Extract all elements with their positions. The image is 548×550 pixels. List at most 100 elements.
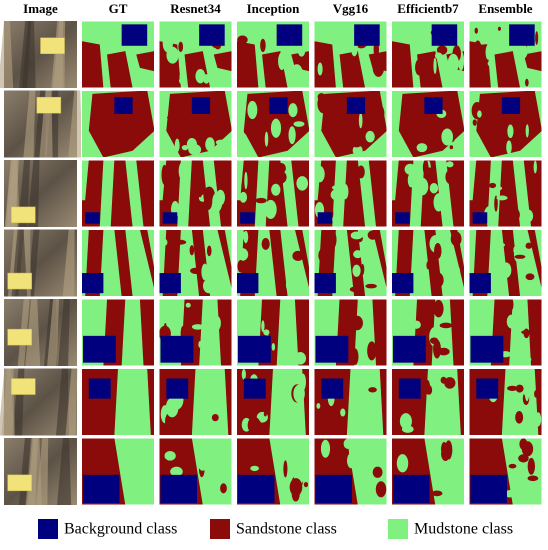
- mask-noise: [496, 195, 508, 201]
- cell-border: [81, 298, 155, 367]
- scale-card: [11, 206, 36, 224]
- grid-cell: [313, 90, 388, 158]
- mask-noise: [252, 60, 256, 75]
- mask-noise: [515, 410, 524, 424]
- mask-noise: [190, 267, 203, 275]
- grid-cell: [0, 368, 78, 436]
- mask-noise: [405, 120, 409, 141]
- mask-noise: [211, 413, 219, 422]
- mask-noise: [485, 44, 491, 60]
- mask-noise: [416, 177, 429, 196]
- mask-region: [139, 229, 155, 290]
- cell-border: [391, 159, 465, 228]
- grid-cell: [391, 90, 465, 158]
- mask-background-class: [315, 335, 349, 363]
- mask-noise: [535, 31, 539, 45]
- cell-border: [81, 437, 155, 506]
- mask-background-class: [398, 378, 421, 399]
- mask-noise: [472, 119, 477, 126]
- mask-region: [449, 229, 465, 290]
- mask-background-class: [392, 335, 426, 363]
- mask-noise: [370, 455, 378, 471]
- mask-noise: [474, 27, 478, 34]
- grid-cell: [81, 229, 155, 297]
- mask-noise: [316, 403, 321, 409]
- mask-region: [435, 160, 454, 227]
- mask-noise: [288, 103, 298, 118]
- legend-label: Sandstone class: [236, 521, 337, 538]
- mask-noise: [481, 118, 494, 136]
- cell-border: [313, 20, 388, 89]
- mask-noise: [191, 324, 204, 330]
- cell-border: [391, 229, 465, 297]
- mask-noise: [440, 376, 447, 384]
- mask-noise: [527, 457, 536, 475]
- mask-region: [346, 229, 366, 297]
- grid-cell: [81, 159, 155, 228]
- mask-noise: [441, 442, 448, 456]
- mask-noise: [359, 475, 368, 483]
- mask-noise: [243, 128, 254, 136]
- mask-noise: [519, 438, 528, 450]
- mask-region: [81, 160, 89, 201]
- mask-noise: [237, 35, 248, 44]
- mask-region: [294, 229, 310, 290]
- mask-noise: [253, 419, 262, 435]
- mask-region: [107, 51, 133, 88]
- mask-noise: [433, 299, 444, 318]
- mask-noise: [246, 204, 252, 213]
- cell-border: [391, 20, 465, 89]
- mask-region: [457, 368, 465, 436]
- mask-noise: [375, 481, 387, 498]
- column-header: Efficientb7: [397, 1, 459, 16]
- grid-cell: [391, 368, 465, 436]
- scale-card: [36, 96, 62, 114]
- column-header: Inception: [247, 1, 301, 16]
- mask-noise: [396, 454, 409, 473]
- grid-cell: [391, 159, 465, 228]
- grid-cell: [468, 159, 543, 228]
- mask-noise: [500, 262, 512, 279]
- grid-cell: [468, 20, 543, 89]
- cell-border: [468, 298, 543, 367]
- mask-noise: [351, 348, 359, 365]
- mask-noise: [412, 320, 421, 329]
- mask-noise: [185, 302, 191, 308]
- mask-noise: [518, 118, 526, 132]
- mask-noise: [293, 384, 305, 403]
- mask-noise: [368, 387, 377, 393]
- cell-border: [158, 437, 233, 506]
- mask-noise: [288, 126, 296, 145]
- mask-noise: [236, 231, 247, 240]
- mask-noise: [507, 385, 518, 391]
- mask-noise: [165, 397, 179, 418]
- cell-border: [158, 298, 233, 367]
- mask-noise: [473, 40, 482, 61]
- mask-noise: [197, 183, 203, 198]
- column-header: GT: [109, 1, 128, 16]
- cell-border: [313, 229, 388, 297]
- mask-noise: [294, 351, 307, 365]
- mask-noise: [263, 329, 270, 336]
- mask-noise: [431, 272, 444, 288]
- mask-noise: [326, 229, 337, 250]
- mask-noise: [271, 349, 277, 366]
- mask-noise: [244, 171, 248, 190]
- mask-noise: [420, 24, 426, 40]
- mask-noise: [446, 161, 454, 168]
- mask-noise: [296, 176, 309, 191]
- mask-noise: [507, 124, 514, 139]
- mask-background-class: [276, 24, 303, 46]
- rock-stripe: [65, 368, 78, 436]
- mask-noise: [317, 62, 323, 76]
- grid-cell: [391, 20, 465, 89]
- mask-noise: [317, 408, 328, 425]
- cell-border: [468, 368, 543, 436]
- mask-noise: [244, 310, 254, 329]
- cell-border: [391, 298, 465, 367]
- mask-region: [88, 90, 155, 158]
- mask-background-class: [240, 212, 255, 224]
- mask-background-class: [236, 273, 259, 294]
- mask-noise: [181, 144, 189, 151]
- mask-background-class: [85, 212, 100, 224]
